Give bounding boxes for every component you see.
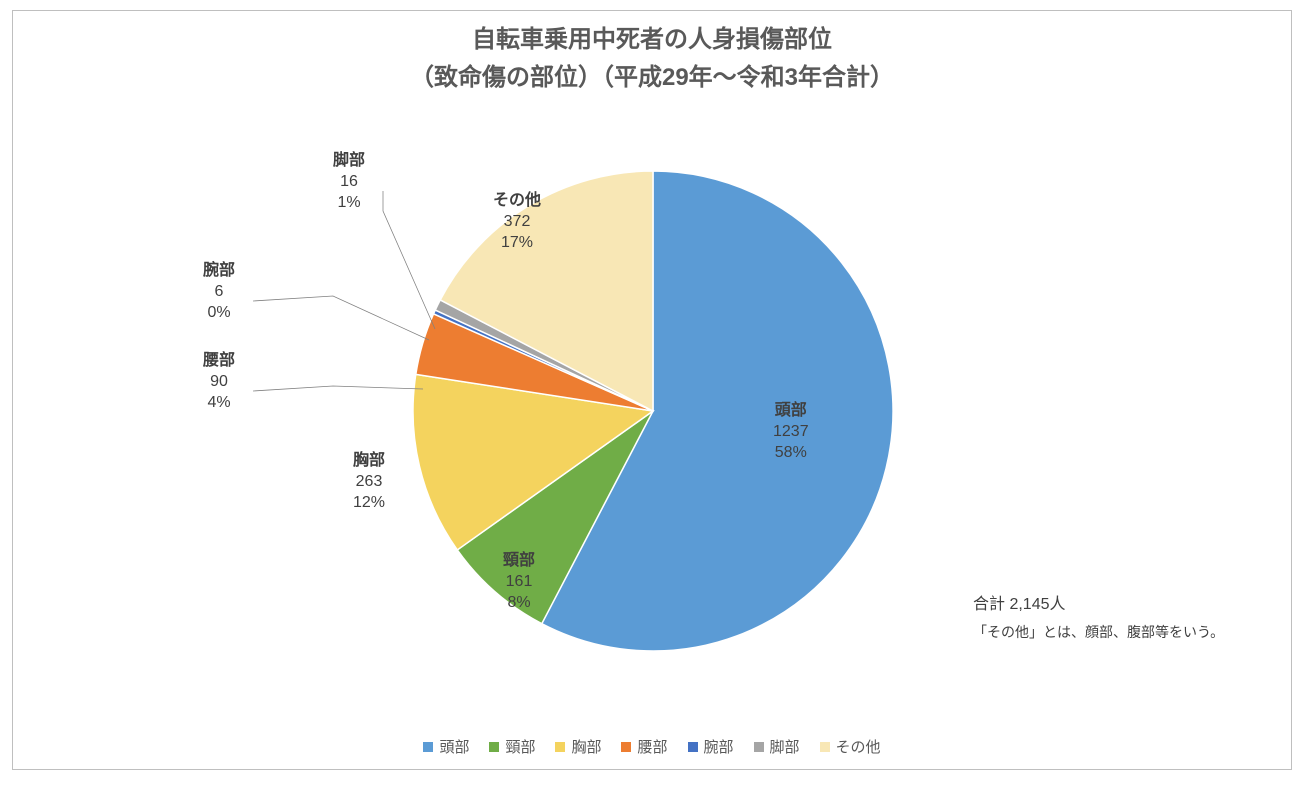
legend-item-頸部: 頸部 bbox=[489, 736, 535, 757]
legend-swatch bbox=[621, 742, 631, 752]
legend-label: 胸部 bbox=[571, 736, 601, 757]
legend-swatch bbox=[423, 742, 433, 752]
slice-label-その他: その他 372 17% bbox=[493, 191, 541, 253]
legend-item-その他: その他 bbox=[820, 736, 881, 757]
footnote-note: 「その他」とは、顔部、腹部等をいう。 bbox=[973, 620, 1224, 645]
slice-value: 1237 bbox=[773, 423, 809, 440]
slice-percent: 12% bbox=[353, 494, 385, 511]
legend-label: 頭部 bbox=[439, 736, 469, 757]
legend-item-脚部: 脚部 bbox=[754, 736, 800, 757]
slice-percent: 0% bbox=[207, 304, 230, 321]
legend-label: 腰部 bbox=[637, 736, 667, 757]
slice-name: 脚部 bbox=[333, 152, 365, 169]
slice-percent: 17% bbox=[501, 234, 533, 251]
legend-swatch bbox=[754, 742, 764, 752]
legend: 頭部 頸部 胸部 腰部 腕部 脚部 その他 bbox=[13, 736, 1291, 757]
slice-value: 6 bbox=[215, 283, 224, 300]
legend-swatch bbox=[555, 742, 565, 752]
legend-item-腰部: 腰部 bbox=[621, 736, 667, 757]
slice-label-脚部: 脚部 16 1% bbox=[333, 151, 365, 213]
slice-name: 胸部 bbox=[353, 452, 385, 469]
slice-name: 頭部 bbox=[775, 402, 807, 419]
leader-line-腰部 bbox=[253, 386, 423, 391]
legend-swatch bbox=[820, 742, 830, 752]
slice-percent: 1% bbox=[337, 194, 360, 211]
legend-swatch bbox=[688, 742, 698, 752]
slice-percent: 58% bbox=[775, 444, 807, 461]
slice-name: 頸部 bbox=[503, 552, 535, 569]
legend-label: 脚部 bbox=[770, 736, 800, 757]
slice-label-頭部: 頭部 1237 58% bbox=[773, 401, 809, 463]
slice-label-胸部: 胸部 263 12% bbox=[353, 451, 385, 513]
slice-label-腕部: 腕部 6 0% bbox=[203, 261, 235, 323]
slice-value: 161 bbox=[506, 573, 533, 590]
legend-item-胸部: 胸部 bbox=[555, 736, 601, 757]
legend-label: 腕部 bbox=[704, 736, 734, 757]
footnote-total: 合計 2,145人 bbox=[973, 591, 1224, 620]
slice-label-頸部: 頸部 161 8% bbox=[503, 551, 535, 613]
legend-label: 頸部 bbox=[505, 736, 535, 757]
legend-label: その他 bbox=[836, 736, 881, 757]
slice-name: 腰部 bbox=[203, 352, 235, 369]
slice-value: 372 bbox=[504, 213, 531, 230]
slice-value: 90 bbox=[210, 373, 228, 390]
slice-value: 263 bbox=[356, 473, 383, 490]
slice-percent: 4% bbox=[207, 394, 230, 411]
slice-value: 16 bbox=[340, 173, 358, 190]
slice-label-腰部: 腰部 90 4% bbox=[203, 351, 235, 413]
footnote: 合計 2,145人 「その他」とは、顔部、腹部等をいう。 bbox=[973, 591, 1224, 645]
legend-item-頭部: 頭部 bbox=[423, 736, 469, 757]
slice-percent: 8% bbox=[507, 594, 530, 611]
leader-line-脚部 bbox=[383, 191, 435, 329]
slice-name: 腕部 bbox=[203, 262, 235, 279]
slice-name: その他 bbox=[493, 192, 541, 209]
leader-line-腕部 bbox=[253, 296, 429, 340]
legend-item-腕部: 腕部 bbox=[688, 736, 734, 757]
legend-swatch bbox=[489, 742, 499, 752]
chart-frame: 自転車乗用中死者の人身損傷部位 （致命傷の部位）（平成29年～令和3年合計） 頭… bbox=[12, 10, 1292, 770]
